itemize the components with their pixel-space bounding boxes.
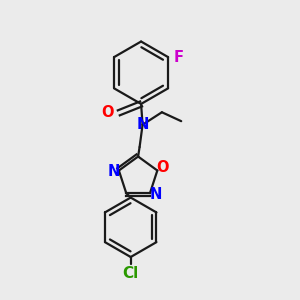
Text: N: N — [107, 164, 120, 179]
Text: F: F — [173, 50, 184, 64]
Text: N: N — [136, 117, 149, 132]
Text: N: N — [149, 187, 161, 202]
Text: O: O — [101, 105, 113, 120]
Text: Cl: Cl — [123, 266, 139, 281]
Text: O: O — [156, 160, 169, 175]
